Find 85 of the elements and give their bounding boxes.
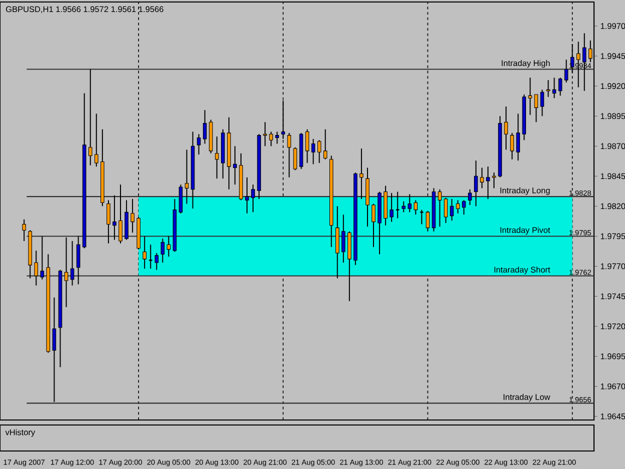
candlestick xyxy=(492,172,496,189)
candlestick xyxy=(202,110,207,144)
candlestick xyxy=(311,138,316,165)
y-tick-label: 1.9895 xyxy=(600,113,625,120)
candlestick xyxy=(419,209,424,225)
candlestick xyxy=(52,296,56,402)
candlestick xyxy=(486,166,490,200)
candlestick xyxy=(504,106,508,150)
candlestick xyxy=(275,131,280,144)
candlestick xyxy=(438,188,442,228)
candlestick xyxy=(390,192,394,222)
candlestick xyxy=(263,122,267,147)
candlestick xyxy=(564,59,568,83)
candlestick xyxy=(317,140,322,164)
candlestick xyxy=(588,40,592,63)
candlestick xyxy=(534,94,538,123)
y-tick-label: 1.9670 xyxy=(600,383,625,390)
candlestick xyxy=(395,191,400,219)
y-tick-label: 1.9920 xyxy=(600,83,625,90)
candlestick xyxy=(323,128,328,160)
candlestick xyxy=(372,203,376,248)
chart-title: GBPUSD,H1 1.9566 1.9572 1.9561 1.9566 xyxy=(6,6,164,14)
candlestick xyxy=(341,214,346,264)
candlestick xyxy=(214,136,219,180)
candlestick xyxy=(558,77,562,96)
candlestick xyxy=(528,77,532,116)
y-tick-label: 1.9945 xyxy=(600,53,625,59)
candlestick xyxy=(34,250,38,286)
candlestick xyxy=(480,167,484,189)
candlestick xyxy=(287,132,292,178)
candlestick xyxy=(516,113,520,162)
candlestick xyxy=(360,148,364,200)
y-tick-label: 1.9845 xyxy=(600,173,625,180)
candlestick xyxy=(251,184,255,213)
candlestick xyxy=(64,236,68,308)
y-tick-label: 1.9795 xyxy=(600,233,625,240)
candlestick xyxy=(76,236,80,285)
candlestick xyxy=(414,200,418,216)
candlestick xyxy=(154,252,159,270)
candlestick xyxy=(148,244,153,270)
ref-line-label: Intaraday Short xyxy=(494,266,550,274)
ref-line-label: Intraday Low xyxy=(504,394,550,402)
y-tick-label: 1.9820 xyxy=(600,203,625,210)
y-tick-label: 1.9970 xyxy=(600,23,625,29)
candlestick xyxy=(142,236,146,270)
y-tick-label: 1.9645 xyxy=(600,413,625,420)
candlestick xyxy=(94,113,98,168)
candlestick xyxy=(510,132,514,160)
candlestick xyxy=(112,194,116,240)
candlestick xyxy=(88,68,92,166)
y-tick-label: 1.9745 xyxy=(600,293,625,300)
y-tick-label: 1.9695 xyxy=(600,353,625,360)
candlestick xyxy=(293,146,298,171)
text: vHistory xyxy=(5,429,36,437)
candlestick xyxy=(130,198,134,234)
candlestick xyxy=(269,131,273,147)
candlestick xyxy=(106,200,110,244)
candlestick xyxy=(196,134,201,156)
candlestick xyxy=(540,89,544,117)
candlestick xyxy=(450,198,454,222)
y-tick-label: 1.9720 xyxy=(600,323,625,330)
candlestick xyxy=(444,197,448,224)
candlestick xyxy=(160,238,165,264)
candlestick xyxy=(552,77,556,99)
candlestick xyxy=(474,160,478,207)
candlestick xyxy=(305,128,310,164)
y-tick-label: 1.9770 xyxy=(600,263,625,270)
candlestick xyxy=(468,188,472,206)
candlestick xyxy=(402,200,406,213)
candlestick xyxy=(408,194,412,213)
candlestick xyxy=(22,218,26,242)
candlestick xyxy=(462,200,466,216)
ref-line-label: Intraday Long xyxy=(500,187,550,195)
y-tick-label: 1.9870 xyxy=(600,143,625,150)
ref-line-label: Intraday High xyxy=(502,60,550,68)
candlestick xyxy=(456,200,460,214)
candlestick xyxy=(233,146,237,186)
candlestick xyxy=(184,149,189,204)
candlestick xyxy=(245,176,249,214)
candlestick xyxy=(40,236,44,280)
candlestick xyxy=(118,184,122,244)
ref-line-label: Intraday Pivot xyxy=(500,226,550,235)
candlestick xyxy=(426,210,430,232)
candlestick xyxy=(70,240,74,286)
candlestick xyxy=(166,236,171,258)
